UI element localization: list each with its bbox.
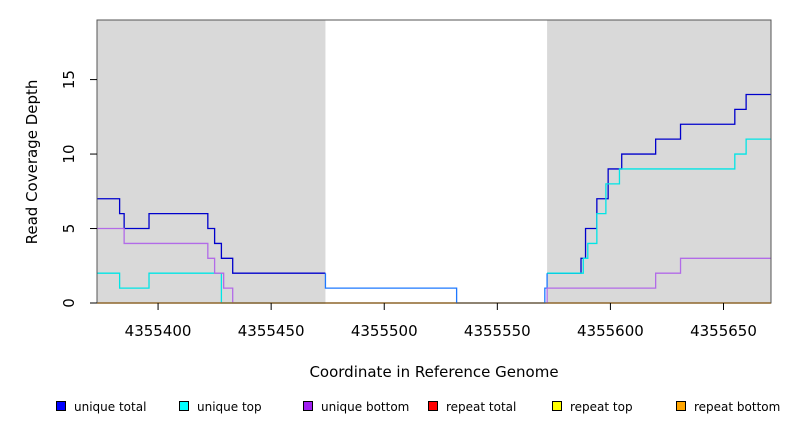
- shaded-region-2: [547, 20, 771, 303]
- y-axis: 0 5 10 15: [60, 70, 97, 308]
- legend-swatch: [303, 401, 313, 411]
- x-tick-label: 4355600: [577, 322, 644, 340]
- x-tick-label: 4355450: [238, 322, 305, 340]
- legend-swatch: [676, 401, 686, 411]
- legend-item-unique-top: unique top: [179, 400, 262, 414]
- y-tick-label: 15: [60, 70, 78, 89]
- legend-label: repeat total: [446, 400, 517, 414]
- legend-item-unique-bottom: unique bottom: [303, 400, 409, 414]
- y-tick-label: 10: [60, 145, 78, 164]
- x-tick-label: 4355550: [464, 322, 531, 340]
- series-line-segment-9: [546, 257, 771, 303]
- x-tick-label: 4355400: [125, 322, 192, 340]
- series-line-unique-top: [97, 272, 326, 304]
- shaded-regions: [97, 20, 771, 303]
- y-axis-label: Read Coverage Depth: [23, 80, 41, 245]
- x-tick-label: 4355650: [690, 322, 757, 340]
- legend-label: repeat bottom: [694, 400, 781, 414]
- series-line-segment-7: [547, 93, 771, 274]
- x-axis: 4355400 4355450 4355500 4355550 4355600 43556…: [125, 303, 757, 340]
- legend-swatch: [56, 401, 66, 411]
- y-tick-label: 0: [60, 298, 78, 308]
- legend-label: repeat top: [570, 400, 633, 414]
- series-line-unique-bottom: [97, 227, 326, 304]
- legend-label: unique top: [197, 400, 262, 414]
- shaded-region-1: [97, 20, 326, 303]
- y-tick-label: 5: [60, 224, 78, 234]
- legend-swatch: [552, 401, 562, 411]
- legend: unique total unique top unique bottom re…: [0, 400, 792, 420]
- legend-swatch: [428, 401, 438, 411]
- series-line-unique-total: [97, 198, 326, 274]
- series-line-segment-8: [547, 138, 771, 274]
- legend-label: unique bottom: [321, 400, 410, 414]
- plot-frame: [96, 19, 772, 304]
- legend-item-repeat-top: repeat top: [552, 400, 633, 414]
- series-line-segment-6: [324, 273, 548, 304]
- legend-item-unique-total: unique total: [56, 400, 146, 414]
- x-axis-label: Coordinate in Reference Genome: [309, 363, 558, 381]
- legend-swatch: [179, 401, 189, 411]
- legend-item-repeat-bottom: repeat bottom: [676, 400, 780, 414]
- legend-item-repeat-total: repeat total: [428, 400, 516, 414]
- legend-label: unique total: [74, 400, 147, 414]
- x-tick-label: 4355500: [351, 322, 418, 340]
